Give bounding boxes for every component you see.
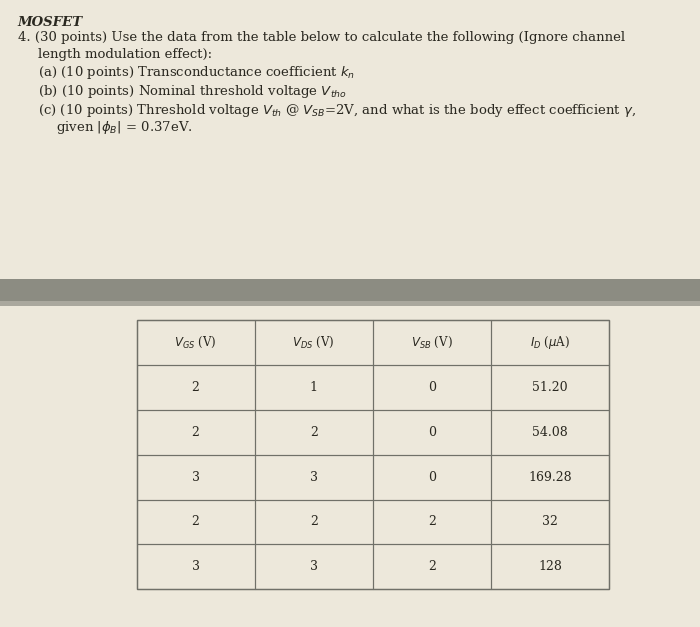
Bar (255, 409, 372, 455)
Text: MOSFET: MOSFET (18, 16, 83, 29)
Bar (255, 500, 372, 544)
Bar (491, 455, 609, 500)
Text: 2: 2 (309, 515, 318, 529)
Bar (372, 544, 491, 589)
Bar (372, 500, 491, 544)
Bar (136, 320, 609, 589)
Text: 2: 2 (192, 515, 199, 529)
Text: (c) (10 points) Threshold voltage $V_{th}$ @ $V_{SB}$=2V, and what is the body e: (c) (10 points) Threshold voltage $V_{th… (38, 102, 637, 119)
Text: $V_{GS}$ (V): $V_{GS}$ (V) (174, 335, 217, 350)
Text: 3: 3 (309, 470, 318, 483)
Bar (372, 365, 491, 409)
Text: 3: 3 (309, 561, 318, 574)
Text: 2: 2 (309, 426, 318, 439)
Text: 54.08: 54.08 (532, 426, 568, 439)
Text: 2: 2 (192, 426, 199, 439)
Text: 51.20: 51.20 (532, 381, 568, 394)
Text: 2: 2 (192, 381, 199, 394)
Bar (372, 320, 491, 365)
Bar (136, 544, 255, 589)
Text: 32: 32 (542, 515, 558, 529)
Bar (136, 365, 255, 409)
Bar (491, 500, 609, 544)
Bar (136, 409, 255, 455)
Bar (491, 409, 609, 455)
Text: 2: 2 (428, 515, 435, 529)
Text: length modulation effect):: length modulation effect): (38, 48, 213, 61)
Bar (372, 409, 491, 455)
Text: 169.28: 169.28 (528, 470, 572, 483)
Text: 0: 0 (428, 381, 436, 394)
Text: 0: 0 (428, 470, 436, 483)
Bar (136, 500, 255, 544)
Text: 4. (30 points) Use the data from the table below to calculate the following (Ign: 4. (30 points) Use the data from the tab… (18, 31, 624, 45)
Bar (0, 301, 700, 306)
Text: 0: 0 (428, 426, 436, 439)
Text: (a) (10 points) Transconductance coefficient $k_n$: (a) (10 points) Transconductance coeffic… (38, 64, 356, 81)
Bar (372, 455, 491, 500)
Text: (b) (10 points) Nominal threshold voltage $V_{tho}$: (b) (10 points) Nominal threshold voltag… (38, 83, 347, 100)
Text: $V_{DS}$ (V): $V_{DS}$ (V) (293, 335, 335, 350)
Bar (255, 455, 372, 500)
Bar (255, 544, 372, 589)
Bar (136, 455, 255, 500)
Bar (255, 365, 372, 409)
Text: $V_{SB}$ (V): $V_{SB}$ (V) (411, 335, 453, 350)
Bar (0, 279, 700, 301)
Text: 2: 2 (428, 561, 435, 574)
Text: given $|\phi_B|$ = 0.37eV.: given $|\phi_B|$ = 0.37eV. (56, 119, 192, 136)
Bar (255, 320, 372, 365)
Text: 128: 128 (538, 561, 562, 574)
Bar (136, 320, 255, 365)
Bar (491, 365, 609, 409)
Text: 3: 3 (192, 470, 199, 483)
Bar (491, 320, 609, 365)
Text: $I_D$ ($\mu$A): $I_D$ ($\mu$A) (530, 334, 570, 350)
Text: 1: 1 (309, 381, 318, 394)
Bar (491, 544, 609, 589)
Text: 3: 3 (192, 561, 199, 574)
